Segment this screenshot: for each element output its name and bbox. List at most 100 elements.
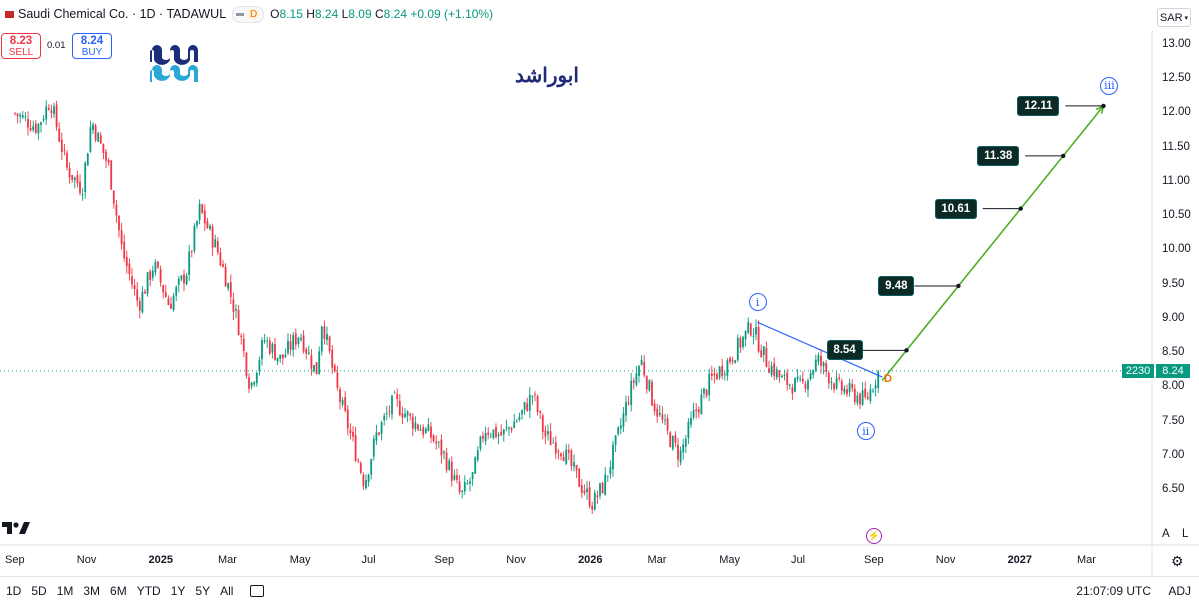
event-bolt-icon[interactable]: ⚡ [866, 528, 882, 544]
candle-body [112, 190, 115, 204]
candle-body [588, 487, 591, 507]
candle-body [183, 274, 185, 284]
gear-icon[interactable]: ⚙ [1171, 553, 1184, 569]
candle-body [224, 266, 227, 287]
timeframe-button[interactable]: 5D [31, 584, 47, 598]
time-tick-label: Nov [935, 554, 956, 566]
timeframe-button[interactable]: 5Y [195, 584, 211, 598]
log-scale-button[interactable]: L [1182, 528, 1189, 540]
candle-body [107, 159, 110, 163]
candle-body [848, 382, 851, 392]
candle-body [362, 474, 365, 487]
timeframe-button[interactable]: 1D [6, 584, 22, 598]
symbol-title[interactable]: Saudi Chemical Co. · 1D · TADAWUL [18, 7, 227, 21]
sell-button[interactable]: 8.23 SELL [1, 33, 41, 59]
time-tick-label: 2027 [1007, 554, 1033, 566]
candle-body [765, 347, 768, 367]
wave-label[interactable]: i [748, 293, 767, 312]
time-tick-label: Sep [434, 554, 455, 566]
candle-body [97, 132, 100, 142]
clock[interactable]: 21:07:09 UTC [1076, 584, 1151, 598]
dividend-badge: D [247, 7, 261, 21]
target-label[interactable]: 10.61 [934, 198, 977, 219]
candle-body [812, 370, 815, 375]
candle-body [820, 355, 822, 366]
candle-body [440, 439, 443, 456]
candle-body [690, 417, 692, 425]
candle-body [726, 360, 729, 376]
timeframe-button[interactable]: 1Y [170, 584, 186, 598]
candle-body [89, 127, 92, 152]
tradingview-logo[interactable] [2, 521, 30, 535]
candle-body [287, 340, 289, 354]
timeframe-button[interactable]: All [220, 584, 234, 598]
candle-body [32, 126, 35, 131]
candle-body [695, 409, 698, 411]
candle-body [209, 225, 211, 229]
candle-body [536, 396, 539, 412]
candle-body [110, 160, 113, 190]
candle-body [827, 372, 830, 384]
candle-body [68, 168, 71, 178]
candle-body [50, 110, 53, 114]
candle-body [700, 394, 703, 415]
candle-body [794, 378, 796, 392]
candle-body [866, 396, 869, 399]
candle-body [344, 397, 347, 411]
last-price-tag: 8.24 [1156, 364, 1190, 378]
target-label[interactable]: 9.48 [878, 275, 915, 296]
adjust-button[interactable]: ADJ [1168, 584, 1191, 598]
candle-body [567, 450, 570, 453]
candle-body [365, 480, 367, 489]
candle-body [575, 464, 578, 471]
candle-body [521, 410, 523, 415]
candles-group [14, 100, 880, 515]
target-label[interactable]: 12.11 [1017, 95, 1060, 116]
timeframe-button[interactable]: 1M [56, 584, 74, 598]
buy-button[interactable]: 8.24 BUY [72, 33, 112, 59]
candle-body [437, 441, 440, 443]
candle-body [398, 400, 401, 416]
candle-body [804, 383, 807, 389]
candle-body [625, 401, 627, 416]
target-label[interactable]: 11.38 [977, 145, 1020, 166]
candle-body [814, 359, 817, 371]
price-tick-label: 12.50 [1162, 72, 1191, 85]
ohlc-high: 8.24 [314, 7, 339, 21]
candle-body [19, 114, 22, 117]
dividend-marker[interactable]: D [884, 373, 892, 385]
candle-body [279, 354, 282, 359]
candle-body [630, 380, 633, 406]
candle-body [482, 435, 484, 439]
candle-body [843, 388, 846, 393]
candle-body [149, 271, 152, 280]
candle-body [84, 162, 87, 193]
candle-body [328, 336, 331, 352]
candle-body [489, 435, 492, 437]
price-tick-label: 9.50 [1162, 277, 1185, 290]
candle-body [253, 382, 256, 385]
candle-body [175, 287, 178, 296]
target-point [1061, 153, 1066, 159]
candle-body [697, 409, 700, 413]
candle-body [367, 474, 370, 482]
currency-dropdown[interactable]: SAR ▾ [1157, 8, 1191, 27]
candle-body [554, 442, 557, 454]
candle-body [55, 104, 58, 128]
candle-body [817, 355, 820, 362]
auto-scale-button[interactable]: A [1162, 528, 1170, 540]
ohlc-open: 8.15 [279, 7, 303, 21]
candle-body [396, 393, 399, 400]
candle-body [263, 340, 266, 342]
timeframe-button[interactable]: 6M [110, 584, 127, 598]
candle-body [211, 226, 214, 248]
wave-label[interactable]: iii [1100, 76, 1119, 95]
calendar-icon[interactable] [250, 585, 265, 597]
wave-label[interactable]: ii [856, 422, 875, 441]
status-pill[interactable]: D [232, 5, 265, 23]
candle-body [864, 388, 867, 397]
timeframe-button[interactable]: 3M [83, 584, 101, 598]
target-label[interactable]: 8.54 [826, 340, 863, 361]
timeframe-button[interactable]: YTD [136, 584, 161, 598]
